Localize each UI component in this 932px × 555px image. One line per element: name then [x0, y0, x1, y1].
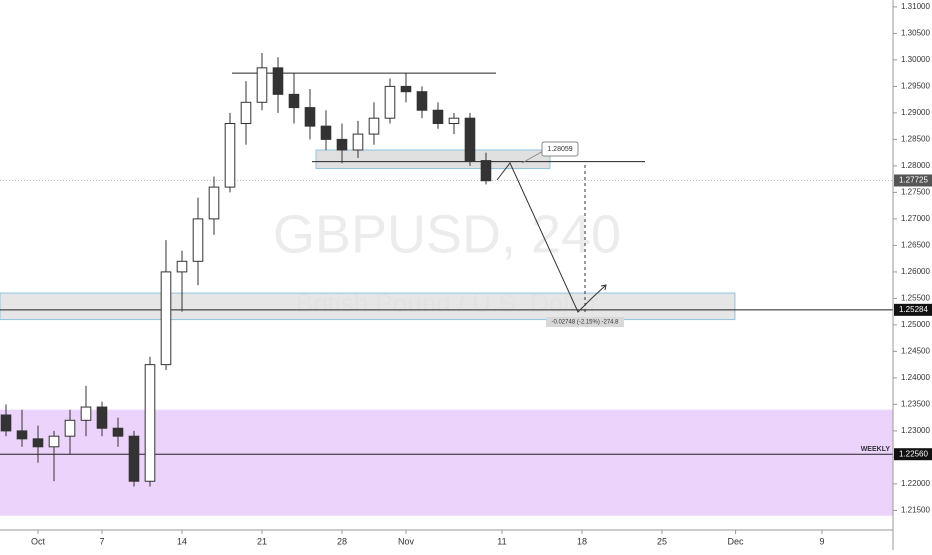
y-tick-label: 1.28000 [901, 161, 930, 170]
y-tick-label: 1.24500 [901, 346, 930, 355]
x-tick-label: Dec [728, 536, 745, 546]
x-tick-label: 11 [497, 536, 506, 546]
projection-path [496, 162, 607, 313]
candle-body [96, 406, 108, 429]
zone [0, 292, 736, 321]
candle-body [144, 364, 156, 482]
candle-body [432, 109, 444, 124]
x-tick-label: 7 [99, 536, 104, 546]
candle-body [224, 122, 236, 188]
candle-body [112, 427, 124, 437]
candle-body [304, 107, 316, 127]
arrow-head [600, 284, 607, 291]
y-tick-label: 1.26000 [901, 267, 930, 276]
candle-body [272, 67, 284, 95]
candle-body [352, 133, 364, 151]
candle-body [192, 218, 204, 262]
y-tick-label: 1.27500 [901, 187, 930, 196]
candle-body [48, 435, 60, 448]
candle-body [416, 91, 428, 111]
y-tick-label: 1.30000 [901, 55, 930, 64]
candle-body [256, 67, 268, 103]
candle-body [240, 101, 252, 124]
zone [315, 149, 551, 170]
y-tick-label: 1.25000 [901, 320, 930, 329]
y-tick-label: 1.25500 [901, 293, 930, 302]
candle-body [0, 414, 12, 432]
measure-label: -0.02748 (-2.15%) -274.8 [551, 320, 619, 326]
x-tick-label: 9 [819, 536, 824, 546]
y-tick-label: 1.23500 [901, 399, 930, 408]
measure-box [546, 317, 624, 327]
watermark-title: GBPUSD, 240 [273, 204, 621, 264]
price-tag [894, 448, 932, 461]
x-tick-label: 18 [577, 536, 587, 546]
y-tick-label: 1.30500 [901, 28, 930, 37]
candle-body [16, 430, 28, 440]
candle-body [400, 85, 412, 93]
candle-body [320, 125, 332, 140]
y-tick-label: 1.27000 [901, 214, 930, 223]
x-tick-label: 28 [337, 536, 347, 546]
candle-body [448, 117, 460, 124]
callout-label: 1.28059 [547, 146, 572, 153]
y-tick-label: 1.31000 [901, 2, 930, 11]
callout-box [541, 141, 579, 157]
callout-line [521, 149, 546, 164]
price-tag [894, 174, 932, 187]
candle-body [288, 93, 300, 109]
candle-body [176, 260, 188, 273]
x-tick-label: 25 [657, 536, 667, 546]
y-tick-label: 1.22000 [901, 479, 930, 488]
y-tick-label: 1.26500 [901, 240, 930, 249]
candle-body [128, 435, 140, 482]
level-label: WEEKLY [861, 446, 891, 453]
y-tick-label: 1.23000 [901, 426, 930, 435]
price-tag-label: 1.27725 [899, 176, 928, 185]
candle-body [384, 85, 396, 119]
x-tick-label: 14 [177, 536, 187, 546]
y-tick-label: 1.28500 [901, 134, 930, 143]
y-tick-label: 1.21500 [901, 505, 930, 514]
candle-body [464, 117, 476, 162]
price-tag [894, 303, 932, 316]
price-tag-label: 1.22560 [899, 449, 928, 458]
x-tick-label: Oct [31, 536, 46, 546]
y-tick-label: 1.29500 [901, 81, 930, 90]
price-tag-label: 1.25284 [899, 305, 928, 314]
candle-body [208, 186, 220, 220]
y-tick-label: 1.24000 [901, 373, 930, 382]
candle-body [80, 406, 92, 421]
x-tick-label: 21 [257, 536, 267, 546]
candle-body [368, 117, 380, 135]
candle-body [336, 138, 348, 151]
x-tick-label: Nov [398, 536, 415, 546]
candle-body [480, 160, 492, 182]
candle-body [64, 419, 76, 437]
candle-body [32, 438, 44, 448]
y-tick-label: 1.29000 [901, 108, 930, 117]
candle-body [160, 271, 172, 366]
